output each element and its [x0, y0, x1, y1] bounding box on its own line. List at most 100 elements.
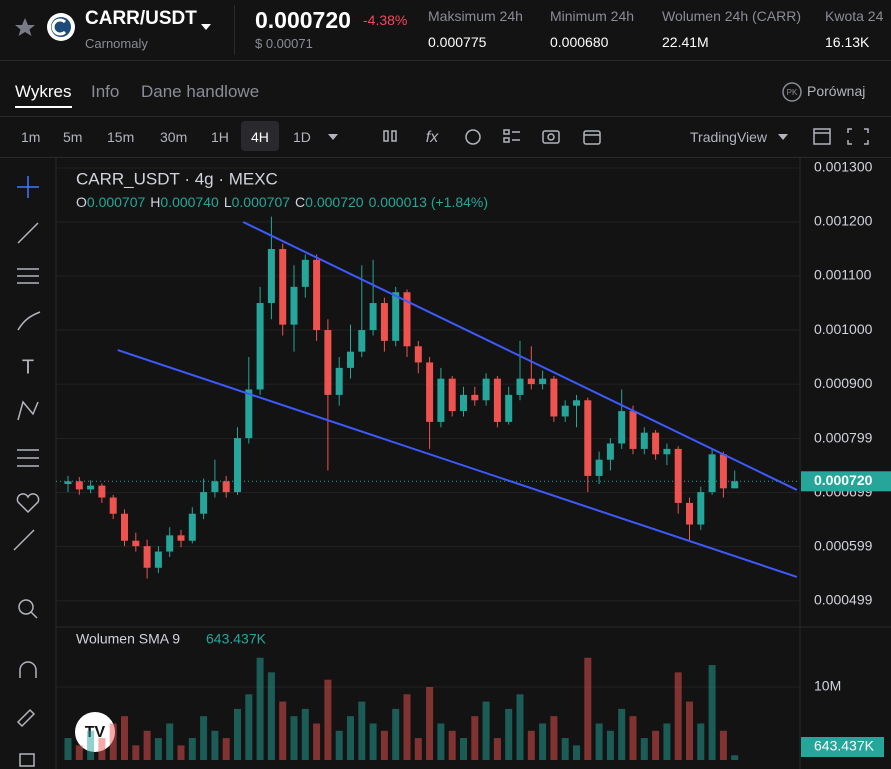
stat-label: Wolumen 24h (CARR)	[662, 8, 802, 24]
candle-body	[222, 481, 230, 493]
volume-bar	[414, 738, 422, 760]
ohlc-item: L	[224, 194, 232, 210]
symbol[interactable]: CARR/USDT	[85, 8, 197, 29]
y-tick-label: 0.001100	[814, 267, 872, 283]
timeframe[interactable]: 4H	[251, 129, 269, 145]
volume-bar	[719, 730, 727, 760]
dropdown-icon[interactable]	[327, 132, 339, 142]
candle-body	[606, 443, 614, 460]
active-timeframe-bg	[241, 121, 279, 151]
ohlc-item: 0.000740	[160, 194, 219, 210]
candle-body	[674, 448, 682, 503]
candle-body	[64, 481, 72, 485]
candle-body	[618, 411, 626, 444]
volume-bar	[403, 694, 411, 760]
dropdown-icon[interactable]	[200, 22, 212, 32]
y-tick-label: 0.001300	[814, 159, 873, 175]
candle-body	[211, 481, 219, 493]
ohlc-item: 0.000720	[305, 194, 364, 210]
timeframe[interactable]: 15m	[107, 129, 135, 145]
volume-bar	[697, 723, 705, 760]
volume-bar	[188, 738, 196, 760]
timeframe[interactable]: 1m	[21, 129, 41, 145]
volume-bar	[606, 730, 614, 760]
candle-body	[267, 249, 275, 304]
trendline	[242, 221, 798, 491]
tab[interactable]: Info	[91, 82, 120, 101]
volume-bar	[629, 716, 637, 760]
candle-body	[121, 513, 128, 541]
volume-bar	[256, 657, 264, 760]
candle-body	[505, 394, 513, 422]
toolbar-icons[interactable]: fx	[380, 126, 620, 148]
price: 0.000720	[255, 7, 351, 33]
volume-bar	[358, 701, 366, 760]
stat-label: Kwota 24	[825, 8, 884, 24]
y-tick-label: 0.001200	[814, 213, 873, 229]
volume-bar	[539, 723, 547, 760]
candle-body	[109, 497, 117, 514]
tab[interactable]: Dane handlowe	[141, 82, 260, 101]
volume-bar	[493, 738, 501, 760]
ohlc-item: 0.000707	[232, 194, 291, 210]
svg-text:T: T	[22, 356, 34, 378]
volume-bar	[482, 701, 490, 760]
volume-bar	[267, 672, 275, 760]
volume-bar	[448, 730, 456, 760]
candle-body	[471, 394, 479, 401]
volume-bar	[166, 723, 174, 760]
layout-icons[interactable]	[812, 127, 882, 147]
candle-body	[392, 292, 400, 341]
stat-value: 0.000775	[428, 34, 487, 50]
candle-body	[460, 394, 467, 412]
candle-body	[573, 400, 580, 406]
timeframe[interactable]: 1H	[211, 129, 229, 145]
candle-body	[527, 378, 535, 385]
candle-body	[166, 535, 174, 552]
drawing-toolbar[interactable]: T	[0, 158, 56, 769]
volume-bar	[347, 716, 354, 760]
candle-body	[561, 405, 569, 417]
volume-bar	[64, 738, 72, 760]
volume-bar	[75, 745, 83, 760]
candle-body	[550, 378, 558, 417]
volume-bar	[324, 679, 332, 760]
volume-bar	[516, 694, 524, 760]
volume-bar	[550, 716, 558, 760]
candle-body	[188, 513, 196, 541]
ohlc-legend: O0.000707 H0.000740 L0.000707 C0.000720 0.00…	[76, 194, 488, 210]
compare[interactable]: Porównaj	[807, 83, 866, 99]
candle-body	[719, 454, 727, 489]
y-tick-label: 0.000499	[814, 591, 873, 607]
compare-icon[interactable]: PK	[781, 81, 803, 103]
volume-bar	[98, 738, 106, 760]
chart-style[interactable]: TradingView	[690, 129, 768, 145]
volume-title: Wolumen SMA 9	[76, 631, 180, 647]
candle-body	[493, 378, 501, 422]
price-tag-label: 0.000720	[814, 472, 873, 488]
candle-body	[516, 378, 524, 395]
dropdown-icon[interactable]	[777, 132, 789, 142]
timeframe[interactable]: 30m	[160, 129, 188, 145]
volume-bar	[222, 738, 230, 760]
candle-body	[324, 330, 332, 395]
candle-body	[154, 551, 162, 568]
volume-tag	[801, 737, 884, 757]
volume-bar	[154, 738, 162, 760]
volume-bar	[652, 730, 660, 760]
stat-label: Minimum 24h	[550, 8, 635, 24]
timeframe[interactable]: 1D	[293, 129, 311, 145]
svg-text:PK: PK	[787, 88, 798, 97]
tab[interactable]: Wykres	[15, 82, 72, 101]
svg-text:fx: fx	[426, 129, 439, 146]
star-icon[interactable]	[14, 16, 36, 38]
y-tick-label: 0.000900	[814, 375, 873, 391]
candle-body	[143, 546, 151, 568]
volume-bar	[234, 708, 241, 760]
trendline	[117, 349, 798, 578]
candle-body	[279, 249, 287, 325]
volume-sma: 643.437K	[206, 631, 267, 647]
stat-value: 22.41M	[662, 34, 709, 50]
volume-bar	[640, 738, 648, 760]
timeframe[interactable]: 5m	[63, 129, 83, 145]
